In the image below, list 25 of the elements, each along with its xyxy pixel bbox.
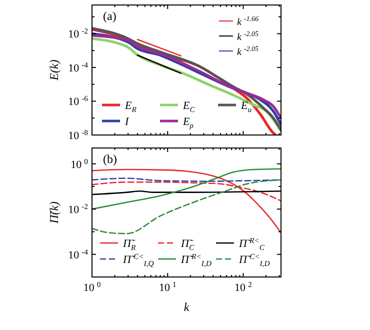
legend-label: k$^{-2.05}$	[237, 45, 260, 58]
y-axis-title: E(k)	[47, 60, 61, 82]
legend-label: k$^{-1.66}$	[237, 15, 260, 28]
y-axis-title: Π̃(k)	[47, 202, 61, 224]
y-tick-label: 10$^{-2}$	[68, 202, 88, 216]
legend-label: E$_{u}$	[240, 100, 252, 114]
legend-label: E$_{ρ}$	[182, 116, 194, 130]
y-tick-label: 10$^{-2}$	[68, 26, 88, 41]
x-tick-label: 10$^{2}$	[234, 280, 252, 294]
y-tick-label: 10$^{-8}$	[68, 128, 88, 142]
annotation: (a)	[103, 9, 116, 23]
legend-label: Π̃$_{C}$	[180, 238, 195, 252]
x-axis-title: k	[184, 300, 190, 314]
y-tick-label: 10$^{-6}$	[68, 94, 88, 108]
x-tick-label: 10$^{1}$	[158, 280, 176, 294]
y-tick-label: 10$^{-4}$	[68, 60, 88, 74]
y-tick-label: 10$^{0}$	[70, 156, 88, 171]
x-tick-label: 10$^{0}$	[83, 280, 101, 294]
legend-label: E$_{C}$	[182, 100, 196, 114]
y-tick-label: 10$^{-4}$	[68, 247, 88, 262]
legend-label: Π̃$_{R}$	[122, 238, 136, 252]
legend-label: E$_{R}$	[124, 100, 137, 114]
annotation: (b)	[103, 152, 117, 166]
legend-label: k$^{-2.05}$	[237, 30, 260, 43]
legend-label: I	[124, 116, 130, 128]
